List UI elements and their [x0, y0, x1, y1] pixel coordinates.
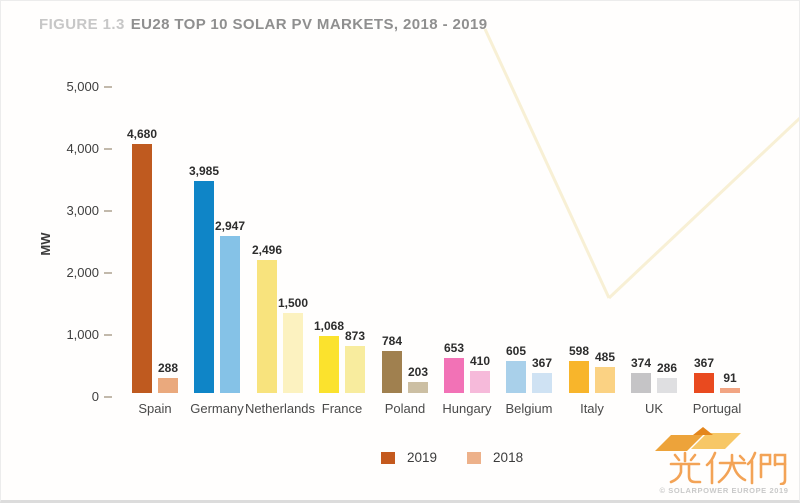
bar-germany-2019: 3,985 [189, 164, 219, 393]
bar-italy-2018: 485 [595, 350, 615, 393]
x-axis-label-poland: Poland [384, 401, 426, 416]
bar-spain-2019: 4,680 [127, 127, 157, 393]
y-tick-label: 0 [91, 389, 99, 404]
figure-title-text: EU28 TOP 10 SOLAR PV MARKETS, 2018 - 201… [130, 16, 488, 33]
y-tick-mark [104, 86, 112, 88]
bar-group-hungary: 653 410 [444, 341, 490, 393]
bar-value-label: 1,500 [277, 296, 309, 310]
bar-hungary-2018: 410 [470, 354, 490, 393]
x-axis-label-hungary: Hungary [442, 401, 492, 416]
bar-group-netherlands: 2,496 1,500 [252, 243, 308, 393]
bar-value-label: 485 [594, 350, 616, 364]
bar-italy-2019: 598 [569, 344, 589, 393]
y-tick-mark [104, 272, 112, 274]
bar-netherlands-2019: 2,496 [252, 243, 282, 393]
y-tick-mark [104, 396, 112, 398]
bar-value-label: 605 [505, 344, 527, 358]
y-tick-label: 3,000 [66, 203, 99, 218]
bar-value-label: 784 [381, 334, 403, 348]
figure-number: FIGURE 1.3 [39, 16, 125, 33]
bar-group-germany: 3,985 2,947 [189, 164, 245, 393]
bar-belgium-2018: 367 [532, 356, 552, 393]
bar-value-label: 203 [407, 365, 429, 379]
bar-uk-2019: 374 [631, 356, 651, 393]
y-axis-label: MW [38, 232, 53, 256]
y-tick-label: 2,000 [66, 265, 99, 280]
bar-value-label: 1,068 [313, 319, 345, 333]
x-axis-label-germany: Germany [190, 401, 244, 416]
legend: 2019 2018 [381, 450, 523, 465]
bar-spain-2018: 288 [158, 361, 178, 393]
x-axis-label-france: France [321, 401, 363, 416]
bar-value-label: 873 [344, 329, 366, 343]
watermark-cjk-text-icon [669, 451, 787, 485]
y-tick-mark [104, 334, 112, 336]
legend-item-2018: 2018 [467, 450, 523, 465]
y-tick-label: 1,000 [66, 327, 99, 342]
bar-group-belgium: 605 367 [506, 344, 552, 393]
bar-value-label: 367 [693, 356, 715, 370]
bar-group-france: 1,068 873 [314, 319, 365, 393]
x-axis-label-spain: Spain [138, 401, 172, 416]
y-tick-mark [104, 148, 112, 150]
y-tick-mark [104, 210, 112, 212]
bar-value-label: 288 [157, 361, 179, 375]
legend-item-2019: 2019 [381, 450, 437, 465]
x-axis-label-belgium: Belgium [505, 401, 553, 416]
bar-germany-2018: 2,947 [215, 219, 245, 393]
bar-group-italy: 598 485 [569, 344, 615, 393]
bar-france-2019: 1,068 [314, 319, 344, 393]
bar-value-label: 91 [723, 371, 737, 385]
bar-group-uk: 374 286 [631, 356, 677, 393]
bar-portugal-2019: 367 [694, 356, 714, 393]
bar-poland-2018: 203 [408, 365, 428, 393]
bar-value-label: 367 [531, 356, 553, 370]
bar-value-label: 374 [630, 356, 652, 370]
bar-value-label: 410 [469, 354, 491, 368]
bar-poland-2019: 784 [382, 334, 402, 393]
bar-uk-2018: 286 [657, 361, 677, 393]
x-axis-label-portugal: Portugal [692, 401, 742, 416]
x-axis-label-uk: UK [644, 401, 664, 416]
bar-portugal-2018: 91 [720, 371, 740, 393]
y-tick-label: 5,000 [66, 79, 99, 94]
legend-swatch-2019 [381, 451, 395, 464]
bar-value-label: 286 [656, 361, 678, 375]
legend-label: 2019 [407, 450, 438, 465]
bar-hungary-2019: 653 [444, 341, 464, 393]
bar-value-label: 598 [568, 344, 590, 358]
bar-group-poland: 784 203 [382, 334, 428, 393]
x-axis-label-netherlands: Netherlands [244, 401, 316, 416]
bar-value-label: 4,680 [126, 127, 158, 141]
bar-value-label: 3,985 [188, 164, 220, 178]
bar-group-portugal: 367 91 [694, 356, 740, 393]
legend-label: 2018 [493, 450, 524, 465]
copyright-text: © SOLARPOWER EUROPE 2019 [659, 486, 789, 495]
bar-group-spain: 4,680 288 [127, 127, 178, 393]
bar-belgium-2019: 605 [506, 344, 526, 393]
legend-swatch-2018 [467, 451, 482, 464]
bar-value-label: 2,496 [251, 243, 283, 257]
watermark-logo [651, 425, 791, 485]
bar-netherlands-2018: 1,500 [278, 296, 308, 393]
x-axis-label-italy: Italy [580, 401, 604, 416]
solar-panel-logo-icon [655, 427, 741, 451]
bar-france-2018: 873 [345, 329, 365, 393]
bar-value-label: 653 [443, 341, 465, 355]
y-tick-label: 4,000 [66, 141, 99, 156]
bar-value-label: 2,947 [214, 219, 246, 233]
figure-title: FIGURE 1.3 EU28 TOP 10 SOLAR PV MARKETS, … [39, 16, 488, 33]
